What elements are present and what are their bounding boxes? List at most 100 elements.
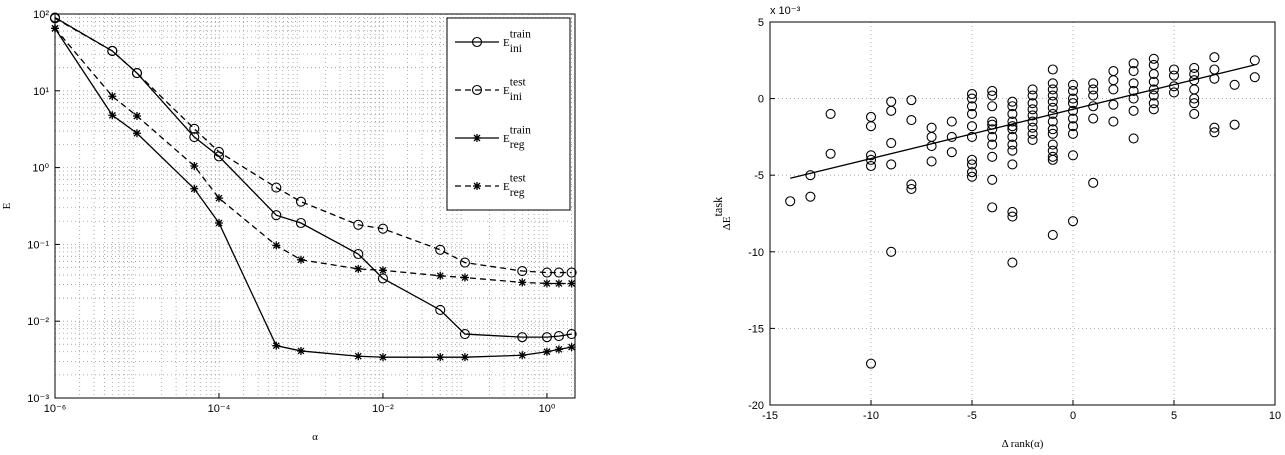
circle-marker <box>865 160 877 172</box>
circle-marker <box>1148 53 1159 64</box>
star-marker <box>132 111 141 120</box>
circle-marker <box>966 167 978 178</box>
circle-marker <box>906 95 917 106</box>
circle-marker <box>886 159 897 170</box>
star-marker <box>214 218 223 227</box>
circle-marker <box>946 147 957 158</box>
circle-marker <box>1047 139 1058 150</box>
x-tick-label: 10⁻⁶ <box>44 403 67 415</box>
circle-marker <box>1148 84 1159 95</box>
series-line <box>54 16 572 338</box>
x-tick-label: -10 <box>863 410 879 422</box>
star-marker <box>567 343 576 352</box>
star-marker <box>296 346 305 355</box>
circle-marker <box>1047 154 1058 165</box>
x-tick-label: 0 <box>1070 410 1076 422</box>
circle-marker <box>966 101 978 112</box>
circle-marker <box>459 257 470 268</box>
x-tick-label: 5 <box>1171 410 1177 422</box>
circle-marker <box>906 179 917 190</box>
legend-label: Eregtrain <box>503 124 531 151</box>
circle-marker <box>1007 108 1018 119</box>
circle-marker <box>966 121 978 132</box>
y-axis-label: ΔEtask <box>711 196 733 230</box>
circle-marker <box>1128 58 1139 69</box>
circle-marker <box>926 131 937 142</box>
y-tick-label: -5 <box>754 170 764 182</box>
circle-marker <box>987 139 998 150</box>
circle-marker <box>987 90 998 101</box>
circle-marker <box>1209 122 1220 133</box>
circle-marker <box>1007 159 1018 170</box>
circle-marker <box>1229 119 1240 130</box>
circle-marker <box>1128 133 1139 144</box>
y-tick-label: -15 <box>748 323 764 335</box>
legend-label: Einitrain <box>503 28 531 55</box>
circle-marker <box>1027 134 1038 146</box>
circle-marker <box>785 196 796 207</box>
legend-marker <box>471 84 483 96</box>
circle-marker <box>1027 128 1038 139</box>
circle-marker <box>1007 116 1018 127</box>
circle-marker <box>1128 105 1139 116</box>
circle-marker <box>1168 64 1180 75</box>
star-marker <box>554 279 563 288</box>
circle-marker <box>1067 128 1079 139</box>
circle-marker <box>1148 104 1159 115</box>
circle-marker <box>1007 101 1018 112</box>
circle-marker <box>987 131 998 142</box>
star-marker <box>554 345 563 354</box>
circle-marker <box>1189 108 1200 119</box>
y-tick-label: -10 <box>748 247 764 259</box>
circle-marker <box>1067 150 1079 161</box>
star-marker <box>542 347 551 356</box>
legend-marker <box>473 182 481 190</box>
circle-marker <box>271 210 282 221</box>
circle-marker <box>213 146 225 157</box>
circle-marker <box>865 358 877 369</box>
circle-marker <box>1047 116 1058 127</box>
circle-marker <box>1168 70 1180 81</box>
legend-marker <box>471 36 483 48</box>
circle-marker <box>966 131 978 142</box>
series-line <box>54 27 572 285</box>
circle-marker <box>295 196 307 207</box>
circle-marker <box>825 108 836 119</box>
circle-marker <box>1108 75 1119 86</box>
circle-marker <box>353 248 364 260</box>
circle-marker <box>1047 229 1058 240</box>
circle-marker <box>966 171 978 182</box>
circle-marker <box>825 148 836 159</box>
circle-marker <box>987 202 998 213</box>
circle-marker <box>1128 85 1139 96</box>
circle-marker <box>1047 96 1058 107</box>
star-marker <box>542 279 551 288</box>
circle-marker <box>566 329 577 340</box>
circle-marker <box>906 183 917 195</box>
circle-marker <box>1047 124 1058 135</box>
star-marker <box>354 264 363 273</box>
y-axis-label: E <box>1 202 13 209</box>
circle-marker <box>459 329 470 340</box>
circle-marker <box>1209 127 1220 138</box>
circle-marker <box>1088 78 1099 89</box>
circle-marker <box>1148 59 1159 70</box>
circle-marker <box>1088 113 1099 124</box>
circle-marker <box>1047 78 1058 89</box>
star-marker <box>51 24 59 33</box>
circle-marker <box>295 217 307 229</box>
circle-marker <box>1007 124 1018 135</box>
circle-marker <box>1249 72 1260 83</box>
circle-marker <box>1047 84 1058 95</box>
circle-marker <box>553 331 564 342</box>
circle-marker <box>987 116 998 127</box>
circle-marker <box>966 108 978 119</box>
star-marker <box>436 271 445 280</box>
circle-marker <box>1027 116 1038 127</box>
circle-marker <box>1047 64 1058 75</box>
circle-marker <box>987 151 998 162</box>
star-marker <box>436 353 445 362</box>
circle-marker <box>1047 108 1058 119</box>
circle-marker <box>1088 177 1099 188</box>
